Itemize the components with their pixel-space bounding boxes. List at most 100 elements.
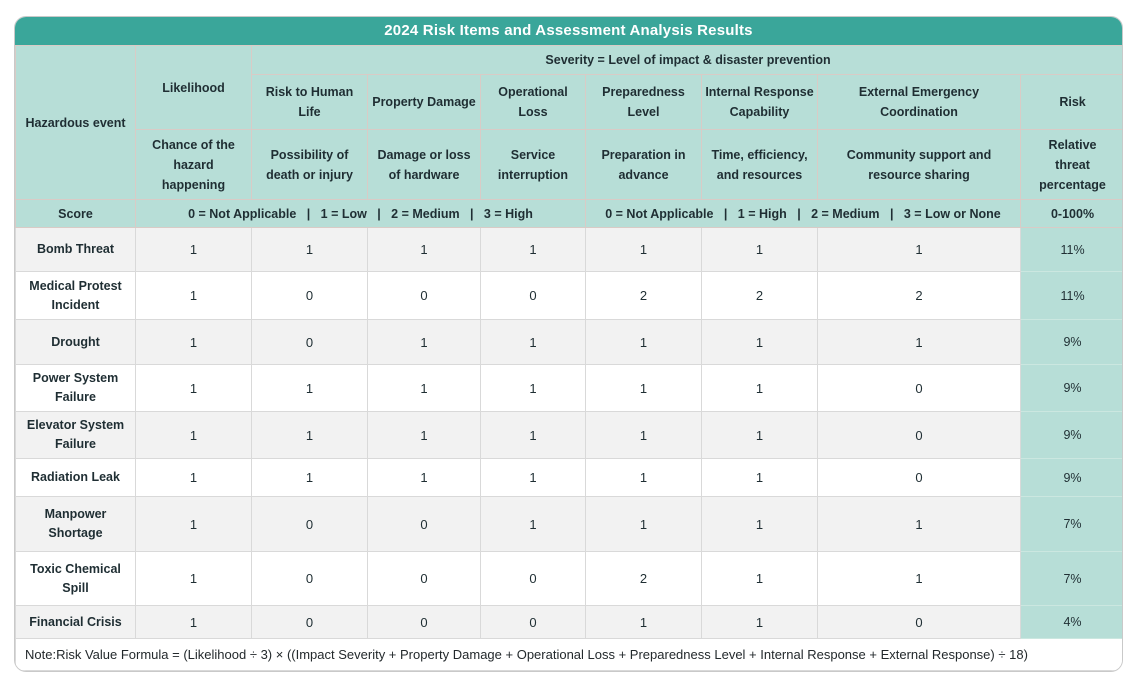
risk-assessment-card: 2024 Risk Items and Assessment Analysis … <box>14 16 1123 672</box>
column-header-operational-loss: Operational Loss <box>480 74 586 130</box>
internal-response-value: 1 <box>701 411 818 459</box>
risk-percentage: 9% <box>1019 411 1122 459</box>
response-score-scale: 0 = Not Applicable | 1 = High | 2 = Medi… <box>585 199 1021 228</box>
table-row: Toxic Chemical Spill 1 0 0 0 2 1 1 7% <box>15 551 1122 606</box>
score-row-label: Score <box>15 199 136 228</box>
column-header-preparedness-level: Preparedness Level <box>585 74 702 130</box>
external-coordination-value: 0 <box>817 605 1021 639</box>
event-name: Financial Crisis <box>15 605 136 639</box>
table-header: Hazardous event Likelihood Severity = Le… <box>15 45 1122 228</box>
preparedness-level-value: 1 <box>585 227 702 272</box>
score-row: Score 0 = Not Applicable | 1 = Low | 2 =… <box>15 199 1122 228</box>
event-name: Bomb Threat <box>15 227 136 272</box>
operational-loss-value: 0 <box>480 551 586 606</box>
preparedness-level-value: 2 <box>585 551 702 606</box>
risk-to-human-life-value: 0 <box>251 319 368 365</box>
property-damage-value: 0 <box>367 605 481 639</box>
operational-loss-value: 1 <box>480 496 586 552</box>
description-risk-to-human-life: Possibility of death or injury <box>251 129 368 200</box>
hazardous-event-header: Hazardous event <box>15 45 136 200</box>
internal-response-value: 1 <box>701 605 818 639</box>
operational-loss-value: 0 <box>480 271 586 320</box>
column-header-row: Risk to Human Life Property Damage Opera… <box>16 74 1122 130</box>
property-damage-value: 1 <box>367 319 481 365</box>
preparedness-level-value: 1 <box>585 364 702 412</box>
risk-percentage: 9% <box>1019 458 1122 497</box>
operational-loss-value: 1 <box>480 458 586 497</box>
description-operational-loss: Service interruption <box>480 129 586 200</box>
likelihood-value: 1 <box>135 496 252 552</box>
likelihood-value: 1 <box>135 605 252 639</box>
column-header-risk: Risk <box>1019 74 1122 130</box>
internal-response-value: 1 <box>701 319 818 365</box>
internal-response-value: 1 <box>701 364 818 412</box>
operational-loss-value: 1 <box>480 411 586 459</box>
column-description-row: Chance of the hazard happening Possibili… <box>16 129 1122 200</box>
risk-range: 0-100% <box>1019 199 1122 228</box>
property-damage-value: 1 <box>367 364 481 412</box>
property-damage-value: 0 <box>367 551 481 606</box>
operational-loss-value: 0 <box>480 605 586 639</box>
risk-assessment-table: Hazardous event Likelihood Severity = Le… <box>15 45 1122 671</box>
severity-row: Hazardous event Likelihood Severity = Le… <box>15 45 1122 200</box>
event-name: Medical Protest Incident <box>15 271 136 320</box>
risk-to-human-life-value: 1 <box>251 227 368 272</box>
column-header-risk-to-human-life: Risk to Human Life <box>251 74 368 130</box>
external-coordination-value: 1 <box>817 227 1021 272</box>
property-damage-value: 0 <box>367 271 481 320</box>
operational-loss-value: 1 <box>480 227 586 272</box>
table-row: Financial Crisis 1 0 0 0 1 1 0 4% <box>15 605 1122 639</box>
column-header-external-coordination: External Emergency Coordination <box>817 74 1021 130</box>
note-text: Note:Risk Value Formula = (Likelihood ÷ … <box>15 638 1122 671</box>
description-likelihood: Chance of the hazard happening <box>135 129 252 200</box>
event-name: Elevator System Failure <box>15 411 136 459</box>
external-coordination-value: 1 <box>817 319 1021 365</box>
risk-to-human-life-value: 1 <box>251 411 368 459</box>
external-coordination-value: 2 <box>817 271 1021 320</box>
preparedness-level-value: 1 <box>585 496 702 552</box>
table-row: Radiation Leak 1 1 1 1 1 1 0 9% <box>15 458 1122 497</box>
risk-to-human-life-value: 0 <box>251 496 368 552</box>
likelihood-value: 1 <box>135 364 252 412</box>
likelihood-value: 1 <box>135 271 252 320</box>
likelihood-value: 1 <box>135 458 252 497</box>
note-row: Note:Risk Value Formula = (Likelihood ÷ … <box>15 638 1122 671</box>
risk-percentage: 9% <box>1019 364 1122 412</box>
description-property-damage: Damage or loss of hardware <box>367 129 481 200</box>
table-row: Drought 1 0 1 1 1 1 1 9% <box>15 319 1122 365</box>
internal-response-value: 1 <box>701 458 818 497</box>
internal-response-value: 1 <box>701 227 818 272</box>
property-damage-value: 1 <box>367 227 481 272</box>
preparedness-level-value: 1 <box>585 319 702 365</box>
description-external-coordination: Community support and resource sharing <box>817 129 1021 200</box>
external-coordination-value: 1 <box>817 496 1021 552</box>
property-damage-value: 1 <box>367 411 481 459</box>
operational-loss-value: 1 <box>480 319 586 365</box>
risk-to-human-life-value: 0 <box>251 605 368 639</box>
property-damage-value: 0 <box>367 496 481 552</box>
risk-percentage: 9% <box>1019 319 1122 365</box>
table-title: 2024 Risk Items and Assessment Analysis … <box>15 17 1122 45</box>
preparedness-level-value: 1 <box>585 411 702 459</box>
event-name: Toxic Chemical Spill <box>15 551 136 606</box>
risk-to-human-life-value: 1 <box>251 458 368 497</box>
impact-score-scale: 0 = Not Applicable | 1 = Low | 2 = Mediu… <box>135 199 586 228</box>
likelihood-value: 1 <box>135 227 252 272</box>
event-name: Manpower Shortage <box>15 496 136 552</box>
external-coordination-value: 0 <box>817 458 1021 497</box>
internal-response-value: 1 <box>701 496 818 552</box>
internal-response-value: 1 <box>701 551 818 606</box>
risk-percentage: 7% <box>1019 496 1122 552</box>
column-header-likelihood: Likelihood <box>135 45 252 130</box>
risk-percentage: 4% <box>1019 605 1122 639</box>
likelihood-value: 1 <box>135 551 252 606</box>
preparedness-level-value: 1 <box>585 458 702 497</box>
likelihood-value: 1 <box>135 411 252 459</box>
column-header-property-damage: Property Damage <box>367 74 481 130</box>
description-preparedness-level: Preparation in advance <box>585 129 702 200</box>
table-row: Manpower Shortage 1 0 0 1 1 1 1 7% <box>15 496 1122 552</box>
event-name: Drought <box>15 319 136 365</box>
table-row: Elevator System Failure 1 1 1 1 1 1 0 9% <box>15 411 1122 459</box>
table-body: Bomb Threat 1 1 1 1 1 1 1 11% Medical Pr… <box>15 227 1122 671</box>
table-row: Medical Protest Incident 1 0 0 0 2 2 2 1… <box>15 271 1122 320</box>
